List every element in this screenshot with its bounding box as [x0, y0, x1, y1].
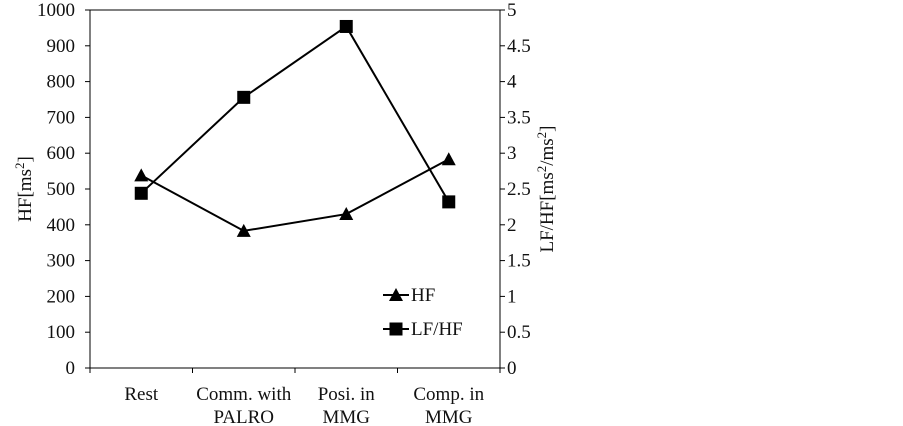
left-tick-label: 500: [47, 179, 76, 200]
category-label-line: Rest: [124, 384, 159, 405]
left-tick-label: 100: [47, 322, 76, 343]
right-axis-title-part: 2: [534, 132, 549, 139]
left-axis-title-part: 2: [12, 163, 27, 170]
left-tick-label: 600: [47, 143, 76, 164]
right-tick-label: 2: [507, 215, 517, 236]
lfhf-data-point: [134, 186, 148, 200]
left-tick-label: 900: [47, 36, 76, 57]
right-tick-label: 2.5: [507, 179, 531, 200]
category-label: Rest: [124, 384, 159, 405]
right-tick-label: 4.5: [507, 36, 531, 57]
right-tick-label: 3.5: [507, 107, 531, 128]
right-tick-label: 0.5: [507, 322, 531, 343]
right-tick-label: 5: [507, 0, 517, 21]
left-tick-label: 200: [47, 286, 76, 307]
left-axis-title: HF[ms2]: [12, 156, 36, 222]
right-tick-label: 1: [507, 286, 517, 307]
left-tick-label: 1000: [37, 0, 75, 21]
hf-data-point: [441, 152, 456, 166]
category-label: Comp. in MMG: [413, 384, 484, 426]
right-tick-label: 1.5: [507, 251, 531, 272]
right-axis-title: LF/HF[ms2/ms2]: [534, 125, 558, 252]
left-tick-label: 0: [66, 358, 76, 379]
right-axis-title-part: /ms: [537, 138, 558, 165]
left-axis-title-part: ]: [15, 156, 36, 162]
left-tick-label: 800: [47, 72, 76, 93]
right-axis-title-part: 2: [534, 166, 549, 173]
category-label-line: MMG: [425, 407, 473, 426]
category-label-line: Comm. with: [196, 384, 292, 405]
right-axis-title-part: LF/HF[ms: [537, 172, 558, 252]
right-tick-label: 4: [507, 72, 517, 93]
legend-triangle-marker: [389, 288, 403, 301]
left-tick-label: 300: [47, 251, 76, 272]
hf-data-point: [236, 223, 251, 237]
left-axis-title-part: HF[ms: [15, 169, 36, 222]
legend-square-marker: [389, 322, 403, 336]
legend-label: HF: [411, 285, 435, 306]
left-tick-label: 400: [47, 215, 76, 236]
hf-data-point: [339, 207, 354, 221]
series-line-hf: [140, 158, 450, 232]
right-tick-label: 0: [507, 358, 517, 379]
right-axis-title-part: ]: [537, 125, 558, 131]
plot-area-border: [89, 9, 501, 369]
lfhf-data-point: [237, 90, 251, 104]
category-label-line: Posi. in: [318, 384, 376, 405]
category-label-line: PALRO: [213, 407, 274, 426]
lfhf-data-point: [442, 195, 456, 209]
lfhf-data-point: [339, 19, 353, 33]
right-tick-label: 3: [507, 143, 517, 164]
left-tick-label: 700: [47, 107, 76, 128]
category-label: Comm. with PALRO: [196, 384, 292, 426]
legend-label: LF/HF: [411, 319, 463, 340]
category-label: Posi. in MMG: [318, 384, 376, 426]
hf-data-point: [134, 168, 149, 182]
category-label-line: Comp. in: [413, 384, 484, 405]
category-label-line: MMG: [322, 407, 370, 426]
series-line-lf-hf: [140, 25, 450, 203]
